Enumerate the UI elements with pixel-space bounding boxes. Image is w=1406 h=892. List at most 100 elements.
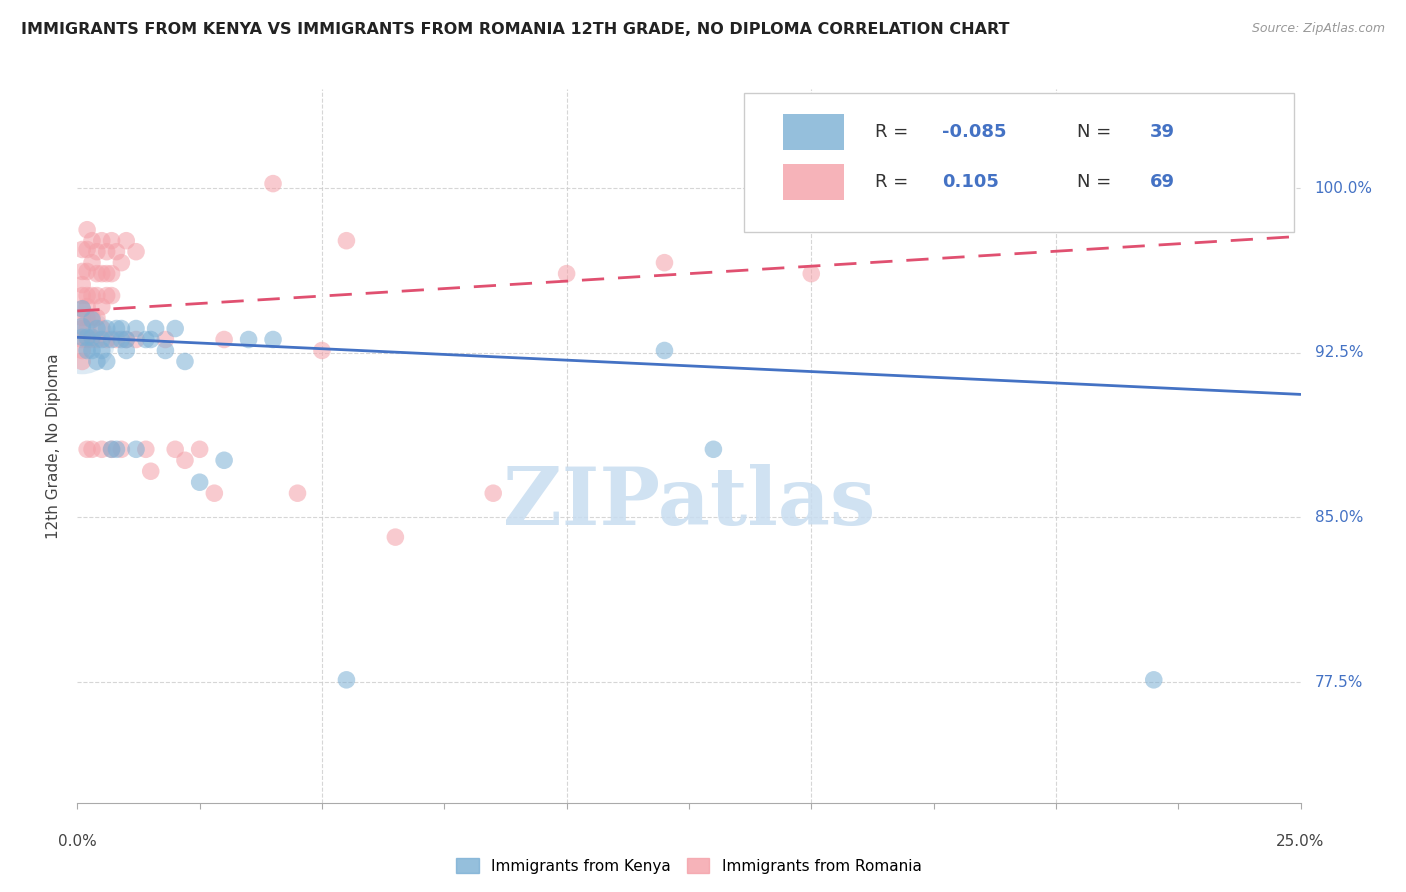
Point (125, 244, 148, 259)
Point (76, 288, 98, 302)
Point (174, 453, 197, 467)
Point (96, 354, 118, 368)
Text: ZIPatlas: ZIPatlas (503, 464, 875, 542)
Point (80, 310, 103, 325)
Text: 92.5%: 92.5% (1315, 345, 1362, 360)
Point (96, 333, 118, 347)
FancyBboxPatch shape (744, 93, 1295, 232)
Point (155, 333, 177, 347)
Point (80, 312, 103, 326)
Point (125, 442, 148, 457)
Text: 39: 39 (1150, 123, 1175, 141)
Text: 0.105: 0.105 (942, 173, 1000, 191)
Point (115, 333, 138, 347)
Point (262, 177, 284, 191)
Point (96, 288, 118, 302)
Point (76, 243, 98, 257)
Point (76, 333, 98, 347)
Point (100, 333, 122, 347)
Point (90, 300, 112, 314)
Y-axis label: 12th Grade, No Diploma: 12th Grade, No Diploma (46, 353, 62, 539)
Point (1143, 673, 1166, 687)
Point (76, 343, 98, 358)
Point (80, 234, 103, 248)
Point (70, 354, 93, 368)
Point (90, 333, 112, 347)
Point (100, 288, 122, 302)
Point (80, 330, 103, 344)
Point (76, 310, 98, 325)
Point (70, 277, 93, 292)
Text: N =: N = (1077, 123, 1116, 141)
Point (482, 486, 505, 500)
Point (139, 333, 162, 347)
Point (110, 255, 132, 269)
Point (70, 264, 93, 278)
FancyBboxPatch shape (783, 114, 844, 150)
Point (70, 243, 93, 257)
Point (86, 354, 108, 368)
Point (80, 288, 103, 302)
Point (115, 234, 138, 248)
Point (70, 321, 93, 335)
Point (174, 354, 197, 368)
Point (86, 288, 108, 302)
Point (105, 244, 128, 259)
Point (86, 267, 108, 281)
Text: IMMIGRANTS FROM KENYA VS IMMIGRANTS FROM ROMANIA 12TH GRADE, NO DIPLOMA CORRELAT: IMMIGRANTS FROM KENYA VS IMMIGRANTS FROM… (21, 22, 1010, 37)
FancyBboxPatch shape (783, 164, 844, 200)
Point (1265, 177, 1288, 191)
Point (96, 267, 118, 281)
Point (76, 223, 98, 237)
Point (165, 442, 187, 457)
Point (90, 442, 112, 457)
Point (188, 442, 211, 457)
Point (70, 319, 93, 334)
Point (1265, 211, 1288, 226)
Point (125, 333, 148, 347)
Legend: Immigrants from Kenya, Immigrants from Romania: Immigrants from Kenya, Immigrants from R… (450, 852, 928, 880)
Point (70, 301, 93, 316)
Point (90, 234, 112, 248)
Point (70, 301, 93, 316)
Point (139, 464, 162, 478)
Point (76, 321, 98, 335)
Point (145, 321, 167, 335)
Point (188, 475, 211, 490)
Point (80, 343, 103, 358)
Point (76, 330, 98, 344)
Point (212, 333, 235, 347)
Point (96, 244, 118, 259)
Point (86, 310, 108, 325)
Text: Source: ZipAtlas.com: Source: ZipAtlas.com (1251, 22, 1385, 36)
Point (155, 343, 177, 358)
Point (212, 453, 235, 467)
Point (115, 343, 138, 358)
Point (96, 321, 118, 335)
Point (702, 442, 724, 457)
Point (70, 310, 93, 325)
Point (110, 321, 132, 335)
Point (135, 442, 157, 457)
Point (110, 333, 132, 347)
Point (80, 442, 103, 457)
Point (654, 255, 676, 269)
Point (70, 343, 93, 358)
Point (311, 343, 333, 358)
Point (115, 333, 138, 347)
Point (86, 244, 108, 259)
Point (165, 321, 187, 335)
Point (100, 234, 122, 248)
Text: R =: R = (875, 123, 914, 141)
Point (80, 333, 103, 347)
Point (70, 334, 93, 349)
Point (335, 673, 357, 687)
Point (125, 321, 148, 335)
Point (90, 343, 112, 358)
Point (105, 321, 128, 335)
Point (335, 234, 357, 248)
Point (86, 321, 108, 335)
Text: 77.5%: 77.5% (1315, 674, 1362, 690)
Point (70, 330, 93, 344)
Text: 69: 69 (1150, 173, 1175, 191)
